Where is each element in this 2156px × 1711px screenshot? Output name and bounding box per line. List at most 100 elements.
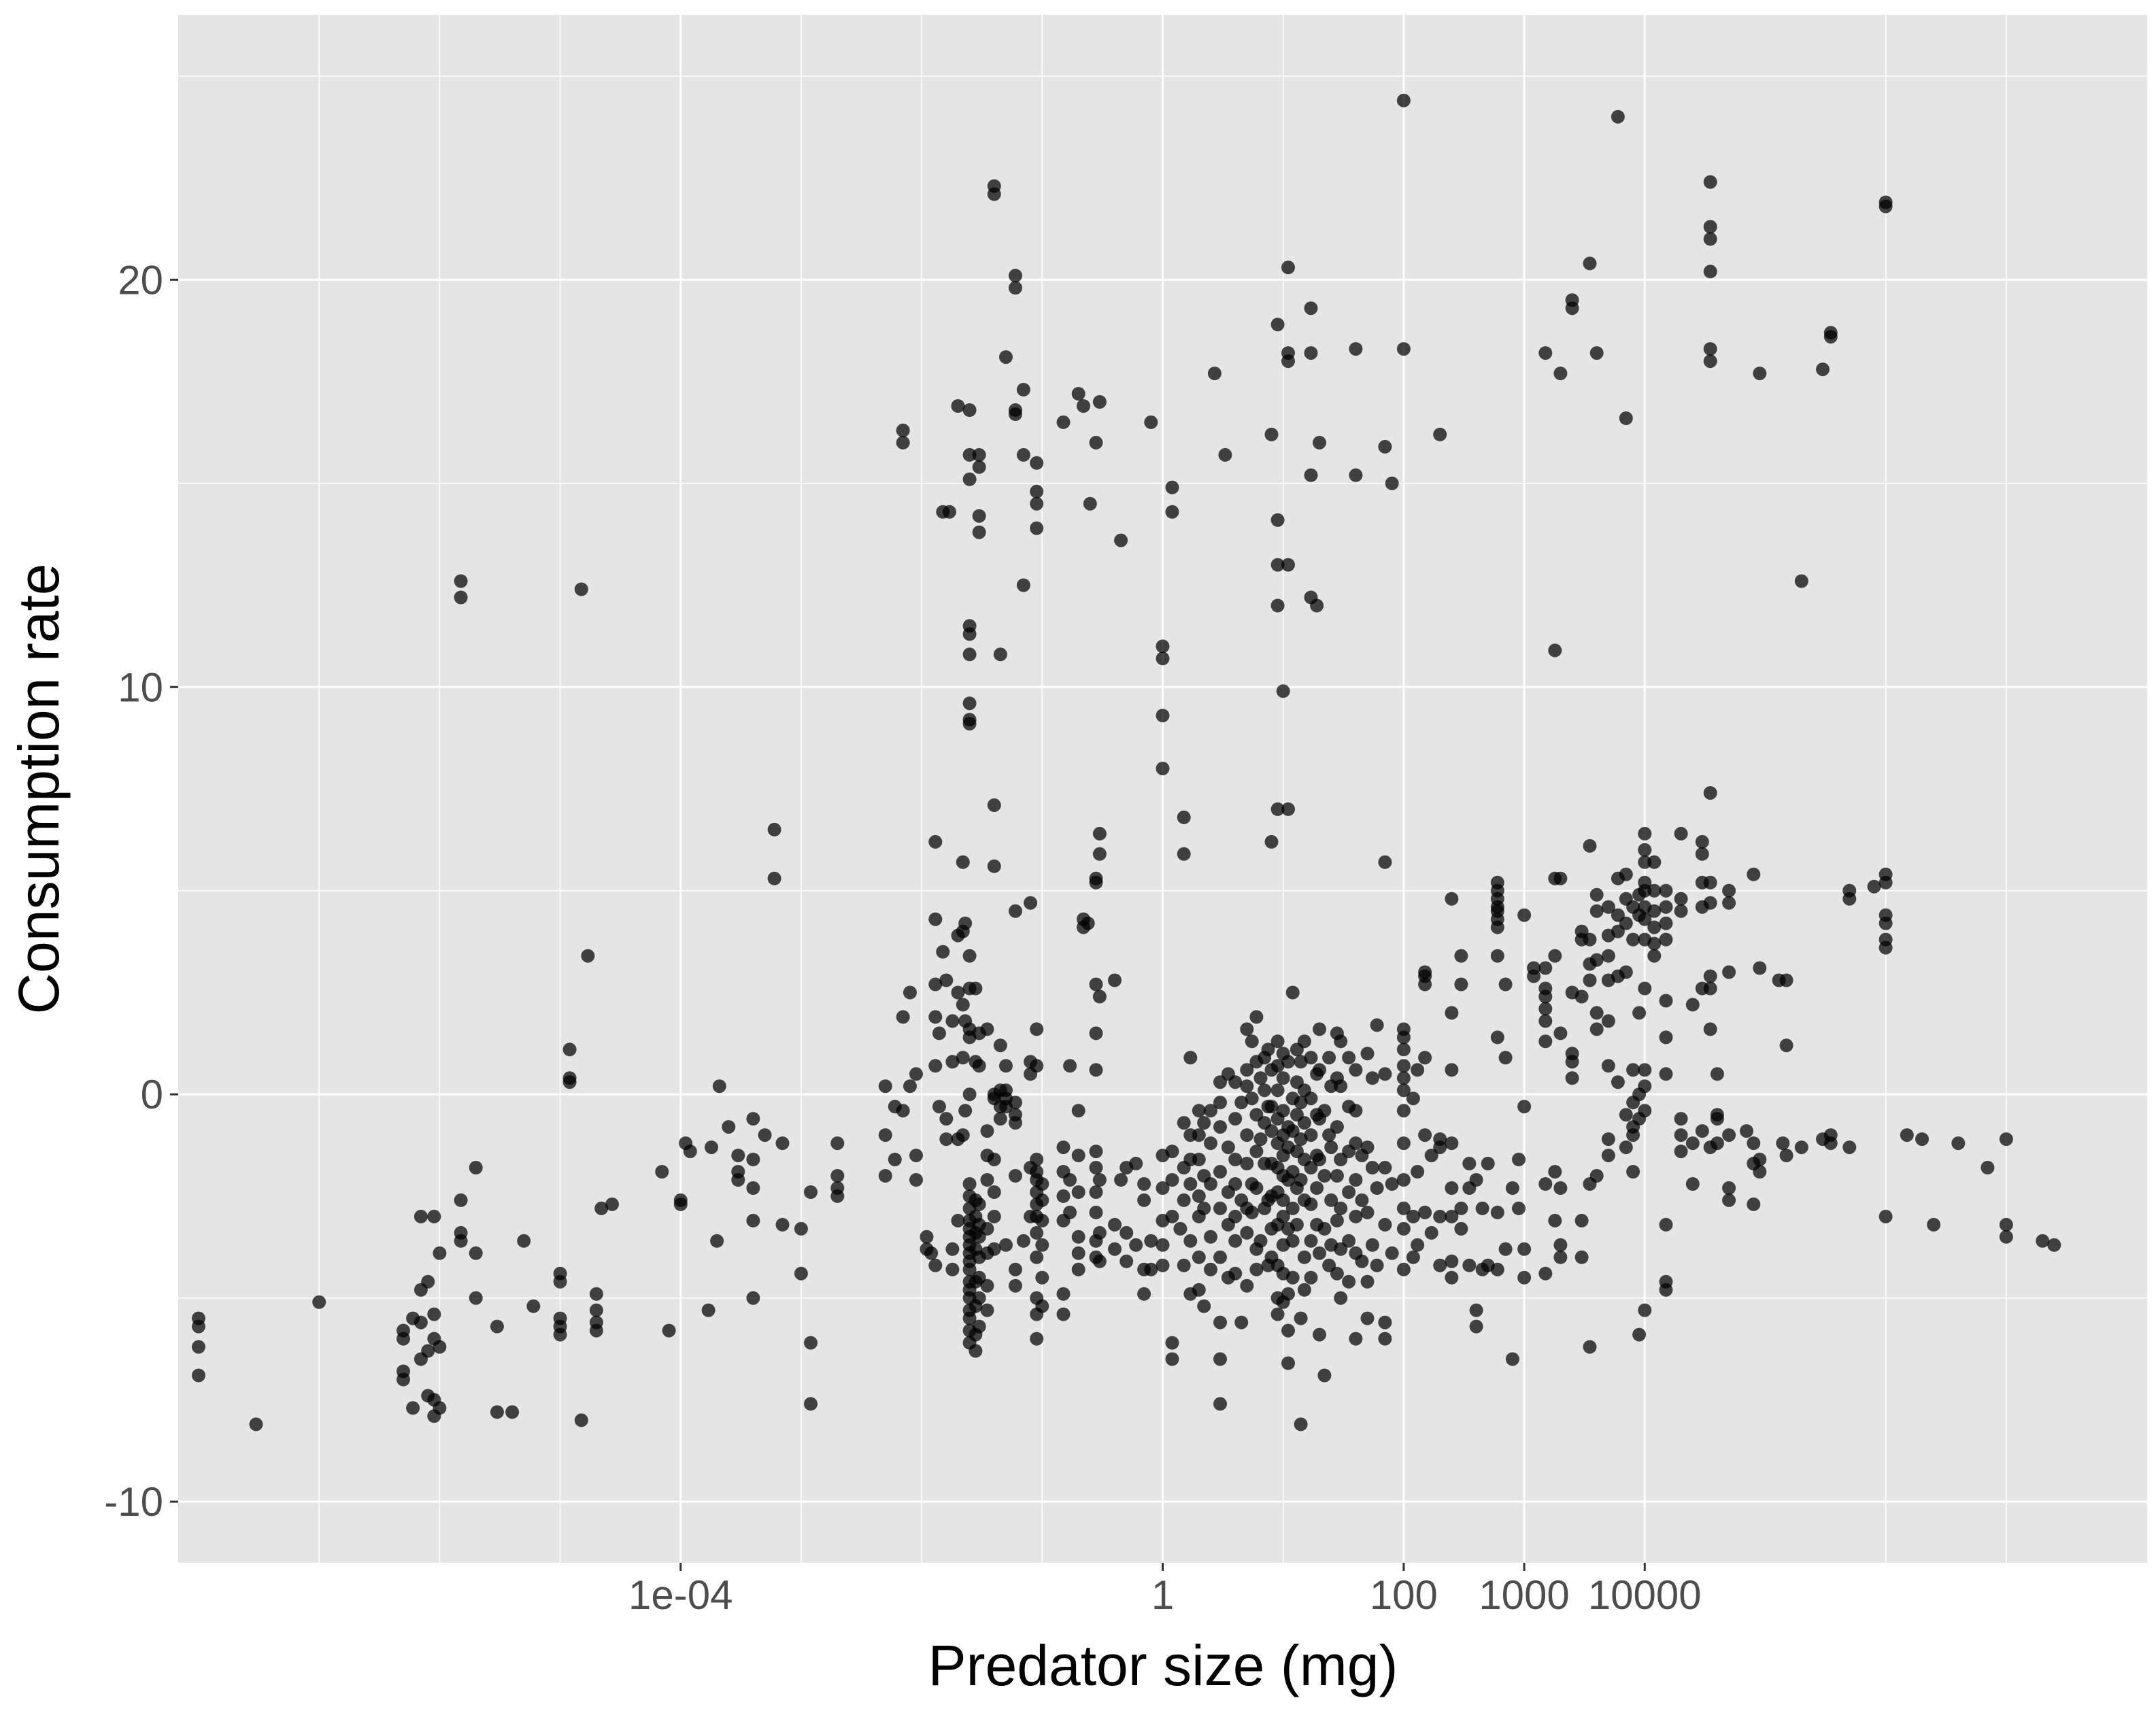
data-point — [1490, 1030, 1504, 1045]
data-point — [968, 1344, 983, 1358]
data-point — [1304, 346, 1318, 360]
data-point — [712, 1079, 726, 1094]
data-point — [1365, 1161, 1379, 1174]
data-point — [469, 1246, 483, 1260]
data-point — [1574, 989, 1589, 1004]
data-point — [1056, 1287, 1071, 1301]
data-point — [1842, 892, 1857, 906]
data-point — [1722, 1181, 1736, 1195]
data-point — [1030, 1153, 1044, 1166]
data-point — [1674, 826, 1688, 841]
data-point — [1589, 904, 1604, 918]
data-point — [1294, 1311, 1308, 1325]
data-point — [1089, 977, 1103, 992]
data-point — [1378, 1161, 1392, 1174]
data-point — [1915, 1132, 1929, 1147]
data-point — [1165, 1173, 1179, 1187]
data-point — [1406, 1209, 1420, 1223]
data-point — [1089, 1145, 1103, 1159]
data-point — [1071, 1185, 1085, 1199]
data-point — [1137, 1287, 1151, 1301]
data-point — [1249, 1262, 1264, 1276]
data-point — [980, 1303, 994, 1317]
data-point — [1424, 1149, 1438, 1163]
data-point — [1281, 1356, 1295, 1370]
data-point — [1574, 1250, 1589, 1264]
data-point — [1418, 1205, 1432, 1219]
data-point — [1261, 1043, 1275, 1057]
data-point — [581, 949, 595, 963]
data-point — [1710, 1112, 1724, 1126]
data-point — [924, 1246, 939, 1260]
data-point — [928, 1010, 943, 1024]
data-point — [1177, 847, 1191, 861]
data-point — [1218, 447, 1232, 462]
data-point — [1213, 1165, 1227, 1179]
data-point — [1611, 109, 1625, 124]
data-point — [1228, 1177, 1243, 1191]
data-point — [1192, 1153, 1206, 1166]
data-point — [909, 1173, 923, 1187]
data-point — [1092, 1173, 1107, 1187]
data-point — [1703, 175, 1717, 189]
data-point — [1360, 1140, 1375, 1155]
data-point — [1270, 1083, 1285, 1098]
data-point — [1276, 1071, 1290, 1085]
data-point — [980, 1022, 994, 1036]
data-point — [775, 1217, 790, 1232]
data-point — [767, 871, 781, 885]
data-point — [1406, 1091, 1420, 1106]
data-point — [1281, 1323, 1295, 1338]
data-point — [972, 460, 986, 474]
data-point — [1030, 1250, 1044, 1264]
data-point — [1092, 989, 1107, 1004]
data-point — [1240, 1063, 1254, 1077]
data-point — [1270, 1034, 1285, 1049]
x-tick-label: 1 — [1151, 1572, 1174, 1618]
data-point — [1753, 1165, 1767, 1179]
data-point — [1553, 1250, 1568, 1264]
data-point — [1378, 1067, 1392, 1081]
data-point — [1108, 973, 1122, 987]
data-point — [1342, 1274, 1356, 1289]
data-point — [999, 1059, 1013, 1073]
data-point — [1114, 533, 1128, 547]
data-point — [1071, 1246, 1085, 1260]
data-point — [1538, 1014, 1553, 1028]
data-point — [1317, 1104, 1332, 1118]
data-point — [1089, 1161, 1103, 1174]
data-point — [928, 1059, 943, 1073]
data-point — [1659, 1067, 1673, 1081]
data-point — [1703, 786, 1717, 800]
data-point — [1823, 330, 1838, 344]
data-point — [968, 981, 983, 996]
data-point — [1016, 383, 1030, 396]
data-point — [1626, 1063, 1640, 1077]
data-point — [1779, 1038, 1793, 1053]
data-point — [1276, 1209, 1290, 1223]
data-point — [1183, 1177, 1198, 1191]
data-point — [731, 1149, 745, 1163]
data-point — [1009, 1169, 1022, 1183]
data-point — [1204, 1262, 1217, 1276]
data-point — [1240, 1079, 1254, 1094]
data-point — [1349, 1173, 1363, 1187]
data-point — [1396, 342, 1411, 356]
data-point — [1324, 1193, 1338, 1207]
data-point — [1396, 1173, 1411, 1187]
data-point — [589, 1303, 603, 1317]
data-point — [1695, 834, 1709, 849]
data-point — [1583, 1340, 1597, 1354]
data-point — [1517, 1270, 1532, 1285]
data-point — [945, 1055, 960, 1069]
data-point — [987, 187, 1001, 201]
data-point — [903, 985, 917, 1000]
data-point — [1779, 973, 1793, 987]
data-point — [1221, 1140, 1235, 1155]
data-point — [1030, 1022, 1044, 1036]
data-point — [830, 1189, 845, 1203]
data-point — [427, 1307, 441, 1321]
data-point — [1234, 1096, 1249, 1110]
data-point — [1659, 883, 1673, 898]
data-point — [421, 1344, 435, 1358]
